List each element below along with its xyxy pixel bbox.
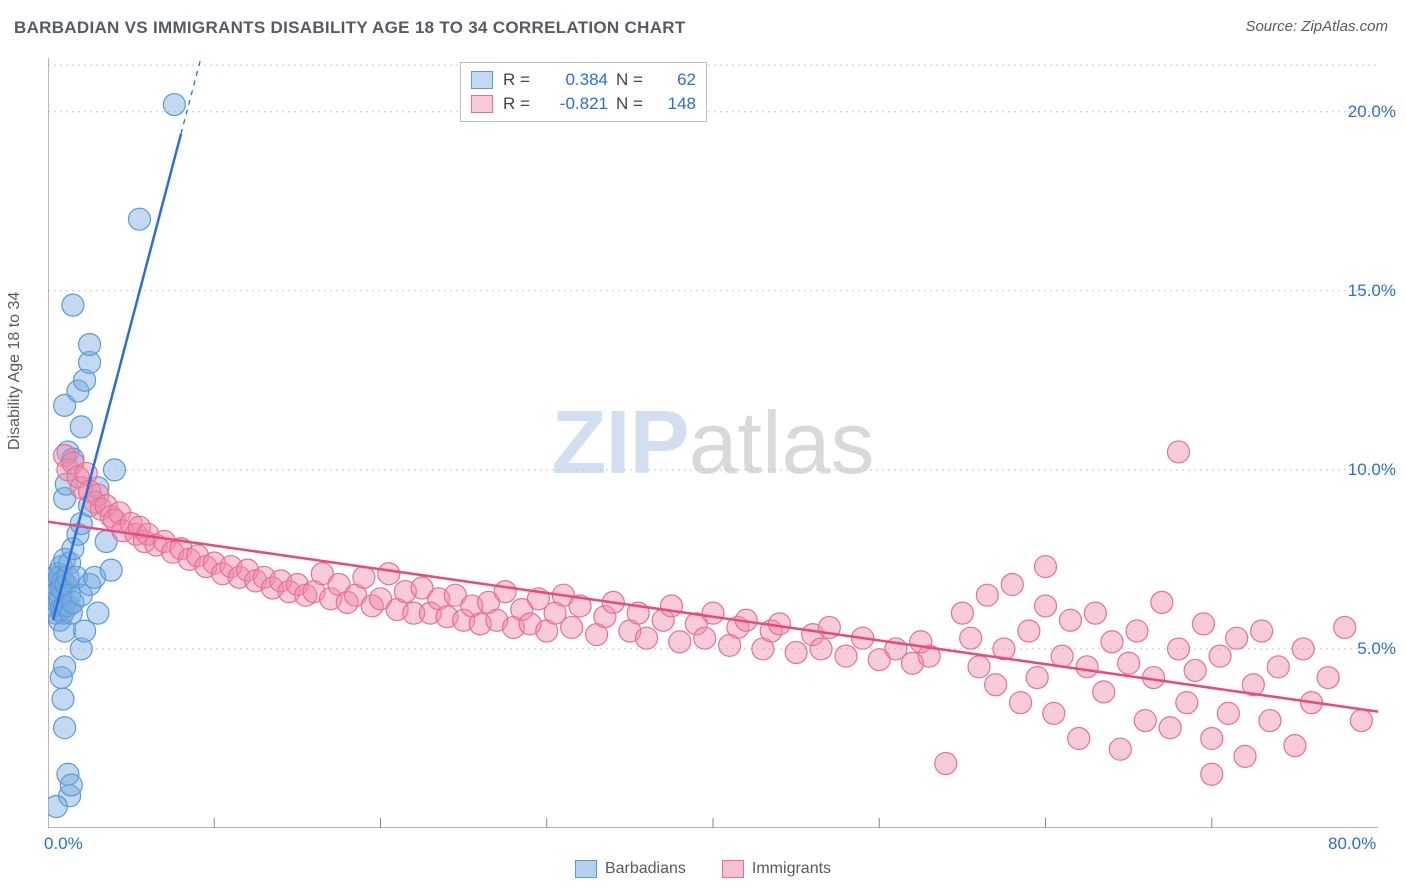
y-axis-label: Disability Age 18 to 34 (6, 292, 24, 450)
source-attribution: Source: ZipAtlas.com (1245, 18, 1388, 35)
chart-title: BARBADIAN VS IMMIGRANTS DISABILITY AGE 1… (14, 18, 686, 38)
legend-item: Immigrants (722, 860, 831, 878)
y-tick: 10.0% (1348, 460, 1396, 480)
x-tick: 80.0% (1328, 834, 1376, 854)
x-tick: 0.0% (44, 834, 83, 854)
y-tick: 5.0% (1357, 639, 1396, 659)
correlation-stats-box: R =0.384N =62R =-0.821N =148 (460, 62, 707, 122)
bottom-legend: Barbadians Immigrants (0, 860, 1406, 883)
stat-row: R =0.384N =62 (471, 68, 696, 92)
scatter-chart (48, 58, 1378, 828)
y-tick: 15.0% (1348, 281, 1396, 301)
y-tick: 20.0% (1348, 102, 1396, 122)
legend-item: Barbadians (575, 860, 686, 878)
stat-row: R =-0.821N =148 (471, 92, 696, 116)
